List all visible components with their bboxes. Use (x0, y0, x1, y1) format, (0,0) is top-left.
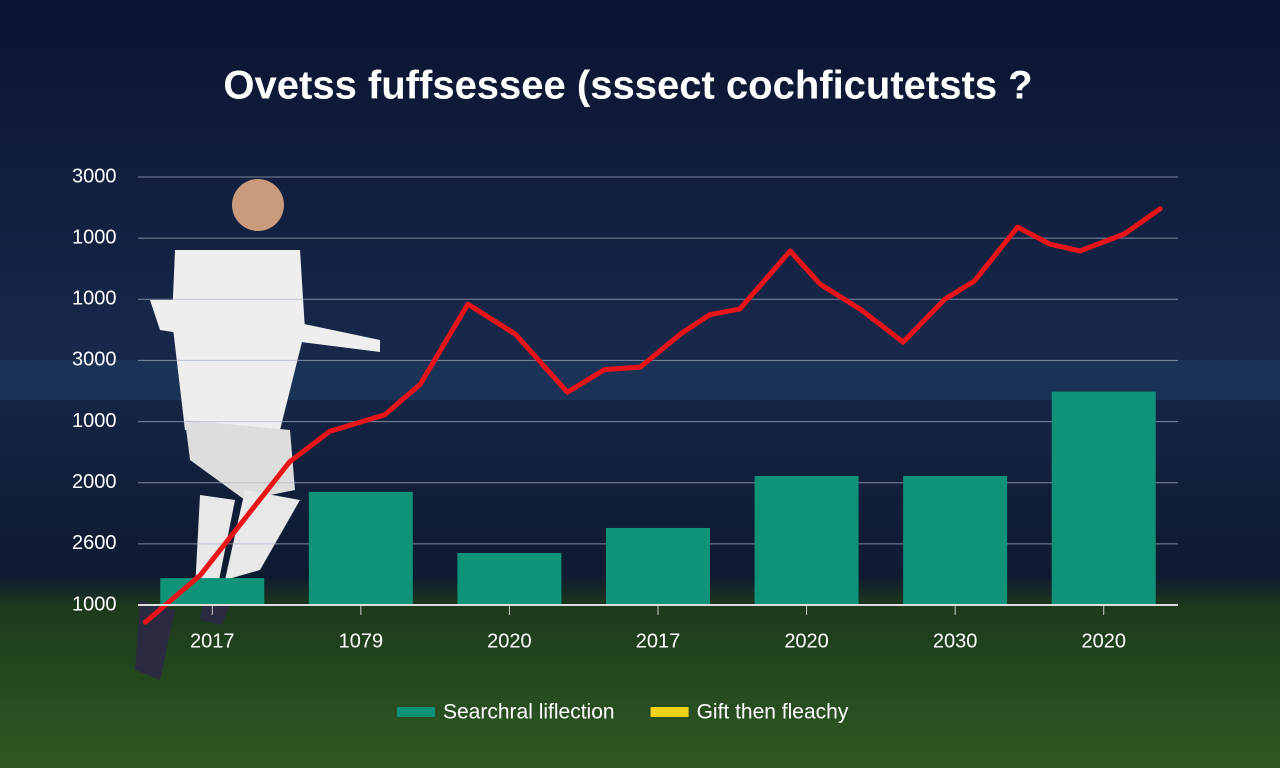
y-tick-label: 1000 (72, 593, 117, 615)
legend-label: Gift then fleachy (697, 701, 849, 724)
x-tick-label: 2020 (487, 630, 532, 652)
y-tick-label: 1000 (72, 410, 117, 432)
y-tick-label: 1000 (72, 288, 117, 310)
bar (308, 491, 413, 605)
legend-label: Searchral liflection (443, 701, 615, 724)
y-tick-label: 3000 (72, 349, 117, 371)
bar (1051, 391, 1156, 605)
line (142, 206, 1163, 625)
x-tick-label: 2020 (784, 630, 829, 652)
y-tick-label: 3000 (72, 165, 117, 187)
bar (903, 475, 1008, 605)
legend-swatch (397, 707, 435, 717)
x-tick-label: 2020 (1081, 630, 1126, 652)
x-tick-label: 2017 (190, 630, 235, 652)
y-tick-label: 1000 (72, 226, 117, 248)
x-tick-label: 2030 (933, 630, 978, 652)
chart-title: Ovetss fuffsessee (sssect cochficutetsts… (223, 64, 1032, 108)
x-tick-label: 1079 (339, 630, 384, 652)
bar (754, 475, 859, 605)
bar (457, 553, 562, 605)
bar (606, 527, 710, 605)
y-tick-label: 2600 (72, 532, 117, 554)
y-tick-label: 2000 (72, 471, 117, 493)
legend-swatch (650, 707, 689, 717)
x-tick-label: 2017 (636, 630, 681, 652)
player (135, 179, 380, 680)
bar (160, 578, 265, 605)
